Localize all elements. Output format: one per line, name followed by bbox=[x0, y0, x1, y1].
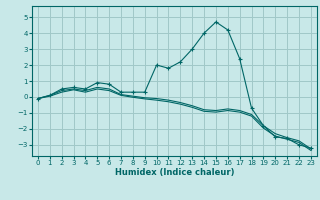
X-axis label: Humidex (Indice chaleur): Humidex (Indice chaleur) bbox=[115, 168, 234, 177]
